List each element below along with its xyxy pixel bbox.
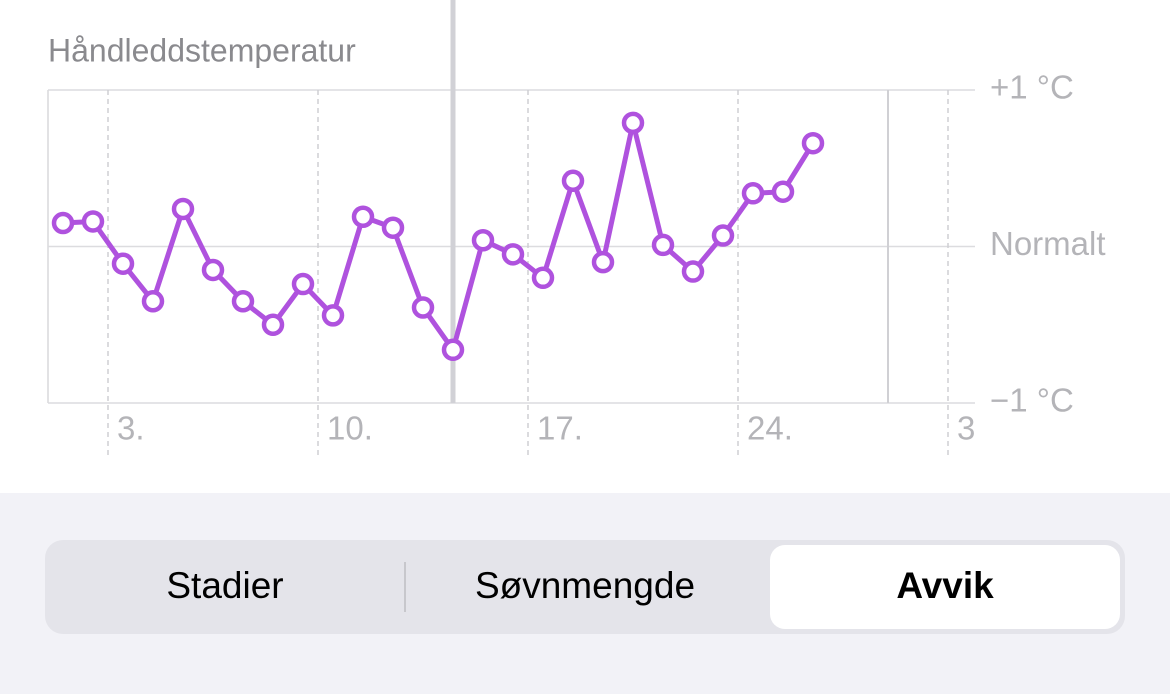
data-point (441, 338, 465, 362)
data-point (201, 258, 225, 282)
tab-label[interactable]: Søvnmengde (475, 565, 695, 606)
data-point (711, 224, 735, 247)
data-point (51, 211, 75, 235)
data-point (561, 169, 585, 193)
x-tick-label: 17. (537, 410, 583, 447)
data-point (471, 228, 495, 252)
data-point (291, 272, 315, 296)
data-point (411, 296, 435, 319)
x-tick-label: 24. (747, 410, 793, 447)
data-point (231, 290, 255, 313)
data-point (111, 252, 135, 275)
data-point (591, 250, 615, 274)
data-point (381, 216, 405, 239)
data-point (141, 290, 165, 313)
chart-title: Håndleddstemperatur (48, 32, 356, 68)
y-tick-label: Normalt (990, 225, 1106, 262)
tab-label[interactable]: Avvik (896, 565, 994, 606)
data-point (681, 260, 705, 283)
data-point (531, 266, 555, 290)
data-point (171, 197, 195, 221)
data-point (621, 111, 645, 135)
x-tick-label: 3 (957, 410, 975, 447)
data-point (771, 180, 795, 203)
data-point (501, 243, 525, 266)
y-tick-label: −1 °C (990, 382, 1074, 419)
data-point (81, 210, 105, 233)
x-tick-label: 3. (117, 410, 145, 447)
data-point (741, 182, 765, 205)
data-point (261, 313, 285, 336)
data-point (651, 233, 675, 257)
tab-label[interactable]: Stadier (166, 565, 283, 606)
data-point (321, 304, 345, 327)
data-point (801, 131, 825, 155)
series-line (62, 120, 816, 353)
x-tick-label: 10. (327, 410, 373, 447)
y-tick-label: +1 °C (990, 69, 1074, 106)
data-point (351, 205, 375, 229)
selected-segment (770, 545, 1120, 629)
